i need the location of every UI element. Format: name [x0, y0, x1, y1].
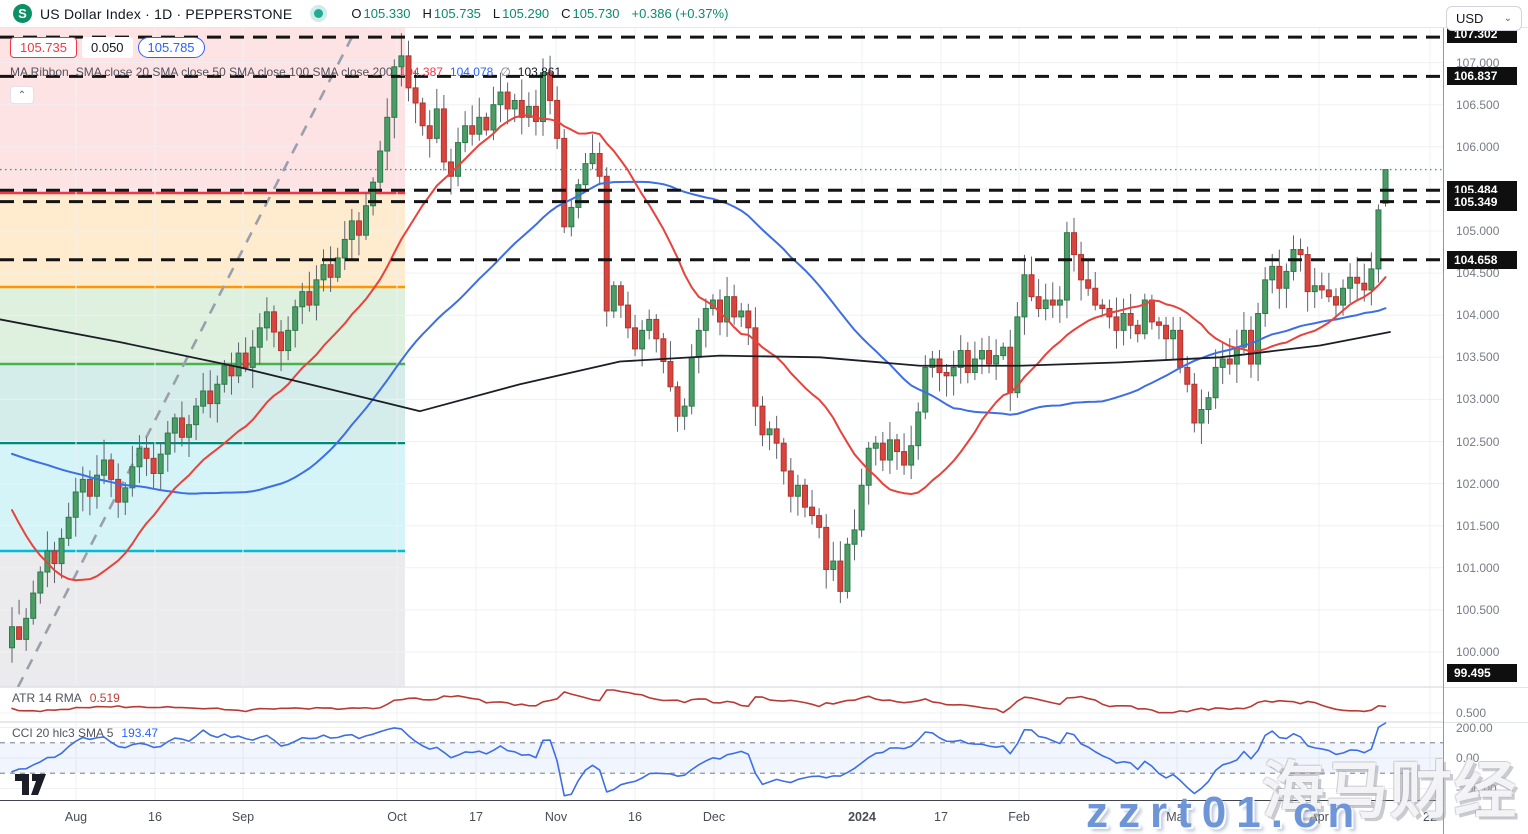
scale-tick: -200.00	[1456, 781, 1497, 796]
scale-tick: 104.000	[1456, 308, 1500, 323]
scale-tick: 107.000	[1456, 55, 1500, 70]
price-badge: 106.837	[1447, 67, 1517, 86]
pepperstone-logo-icon[interactable]: S	[13, 4, 32, 23]
time-axis-label: Sep	[231, 810, 255, 824]
ohlc-readout: O 105.330 H 105.735 L 105.290 C 105.730 +0.3…	[351, 6, 728, 21]
cci-title: CCI 20 hlc3 SMA 5	[12, 726, 114, 740]
pane-separator	[1444, 722, 1528, 723]
ma-ribbon-legend[interactable]: MA Ribbon SMA close 20 SMA close 50 SMA …	[10, 65, 561, 79]
price-badge: 99.495	[1447, 664, 1517, 682]
high-value: 105.735	[433, 6, 481, 21]
moving-averages	[0, 114, 1391, 582]
pane-separator	[1444, 687, 1528, 688]
range-high-label[interactable]: 105.785	[137, 37, 205, 58]
scale-tick: 0.00	[1456, 751, 1480, 765]
scale-tick: 200.00	[1456, 720, 1493, 735]
scale-tick: 102.500	[1456, 434, 1500, 449]
scale-tick: 106.000	[1456, 139, 1500, 154]
range-low-label[interactable]: 105.735	[10, 37, 77, 58]
scale-tick: 100.000	[1456, 645, 1500, 659]
time-axis-label: Feb	[1008, 810, 1030, 824]
time-axis-label: 17	[469, 810, 483, 824]
time-axis-label: 2024	[848, 810, 876, 824]
time-axis-label: 17	[934, 810, 948, 824]
price-badge: 104.658	[1447, 250, 1517, 269]
currency-value: USD	[1456, 11, 1484, 26]
open-value: 105.330	[363, 6, 411, 21]
sma200-value: 103.861	[517, 65, 562, 79]
scale-tick: 106.500	[1456, 97, 1500, 112]
open-label: O	[351, 6, 362, 21]
time-axis-label: 16	[628, 810, 642, 824]
high-label: H	[422, 6, 432, 21]
pivot-band	[0, 443, 405, 551]
scale-tick: 100.500	[1456, 602, 1500, 617]
scale-tick: 105.000	[1456, 224, 1500, 238]
time-axis-label: Dec	[702, 810, 726, 824]
scale-tick: 102.000	[1456, 476, 1500, 491]
scale-tick: 104.500	[1456, 266, 1500, 281]
collapse-legend-button[interactable]: ⌃	[10, 86, 34, 104]
low-value: 105.290	[502, 6, 550, 21]
close-value: 105.730	[572, 6, 620, 21]
price-scale[interactable]: 107.000 106.500 106.000 105.000 104.500 104.0…	[1443, 0, 1528, 834]
atr-legend[interactable]: ATR 14 RMA 0.519	[12, 691, 120, 705]
market-open-dot-icon	[314, 9, 324, 18]
change-value: +0.386 (+0.37%)	[631, 6, 729, 21]
scale-tick: 103.500	[1456, 350, 1500, 365]
pivot-band	[0, 551, 405, 687]
ma-ribbon-params: SMA close 20 SMA close 50 SMA close 100 …	[75, 65, 393, 79]
range-diff-label[interactable]: 0.050	[82, 37, 133, 58]
scale-tick: 103.000	[1456, 392, 1500, 407]
sma20-value: 104.387	[399, 65, 443, 79]
trendline	[16, 36, 354, 687]
time-axis-label: Apr	[1309, 810, 1329, 824]
cci-value: 193.47	[121, 726, 159, 740]
time-axis-label: 22	[1423, 810, 1437, 824]
time-axis-label: Oct	[387, 810, 407, 824]
time-axis-label: Aug	[64, 810, 88, 824]
price-badge: 105.349	[1447, 192, 1517, 211]
time-axis-label: Nov	[544, 810, 568, 824]
top-toolbar: S US Dollar Index · 1D · PEPPERSTONE O 10…	[0, 0, 1528, 28]
time-axis[interactable]: Aug 16 Sep Oct 17 Nov 16 Dec 2024 17 Feb Mar Apr 22	[0, 800, 1528, 834]
symbol-title[interactable]: US Dollar Index · 1D · PEPPERSTONE	[40, 5, 293, 22]
close-label: C	[561, 6, 571, 21]
sma50-value: 104.078	[449, 65, 494, 79]
atr-title: ATR 14 RMA	[12, 691, 82, 705]
scale-tick: 0.500	[1456, 706, 1487, 720]
ma-ribbon-title: MA Ribbon	[10, 65, 69, 79]
scale-tick: 101.000	[1456, 560, 1500, 575]
price-range-labels: 105.735 0.050 105.785	[10, 37, 561, 58]
scale-tick: 101.500	[1456, 518, 1500, 533]
tradingview-logo-icon[interactable]	[15, 774, 49, 796]
chart-legend: 105.735 0.050 105.785 MA Ribbon SMA clos…	[10, 37, 561, 104]
atr-value: 0.519	[89, 691, 120, 705]
low-label: L	[492, 6, 501, 21]
chevron-down-icon: ⌄	[1503, 13, 1512, 24]
cci-legend[interactable]: CCI 20 hlc3 SMA 5 193.47	[12, 726, 158, 740]
sma100-hidden-icon: ∅	[500, 65, 511, 79]
currency-dropdown[interactable]: USD ⌄	[1446, 6, 1522, 31]
time-axis-label: Mar	[1166, 810, 1188, 824]
time-axis-label: 16	[148, 810, 162, 824]
